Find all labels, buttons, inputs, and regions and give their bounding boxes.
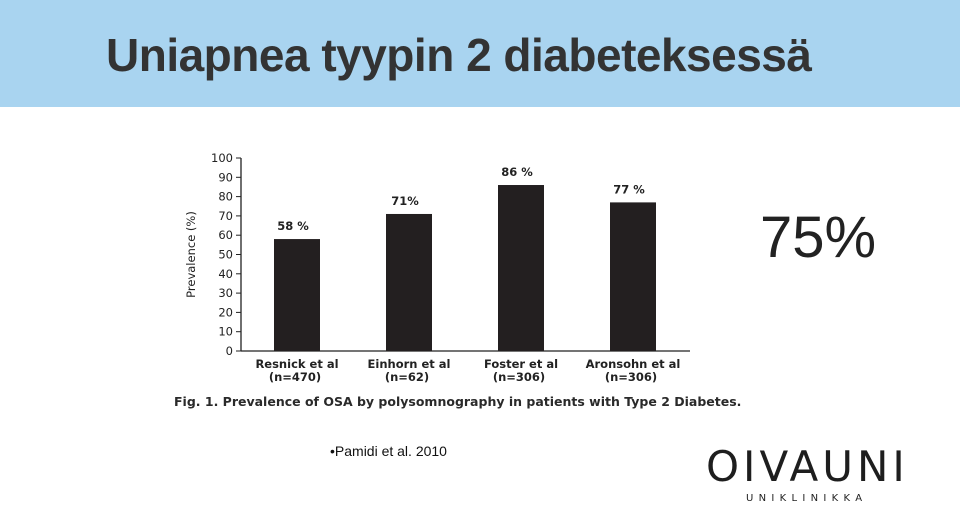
- slide-title: Uniapnea tyypin 2 diabeteksessä: [106, 29, 812, 81]
- x-category-label: Aronsohn et al: [586, 357, 681, 371]
- x-category-n: (n=306): [605, 370, 657, 384]
- data-label: 71%: [391, 194, 419, 208]
- x-category-label: Einhorn et al: [368, 357, 451, 371]
- x-category-n: (n=306): [493, 370, 545, 384]
- y-tick-label: 20: [218, 305, 233, 319]
- x-category-n: (n=470): [269, 370, 321, 384]
- y-tick-label: 50: [218, 248, 233, 262]
- bar: [274, 239, 320, 351]
- x-category-label: Resnick et al: [255, 357, 338, 371]
- logo-wordmark: OIVAUNI: [706, 442, 909, 491]
- citation: •Pamidi et al. 2010: [330, 443, 447, 459]
- y-tick-label: 0: [226, 344, 233, 358]
- bar: [610, 202, 656, 351]
- data-label: 58 %: [277, 219, 309, 233]
- summary-statistic: 75%: [760, 205, 877, 270]
- title-bar: Uniapnea tyypin 2 diabeteksessä: [0, 0, 960, 107]
- bar: [386, 213, 432, 351]
- y-tick-label: 10: [218, 325, 233, 339]
- logo-subtitle: UNIKLINIKKA: [746, 493, 868, 504]
- y-tick-label: 70: [218, 209, 233, 223]
- y-tick-label: 60: [218, 228, 233, 242]
- data-label: 77 %: [613, 182, 645, 196]
- data-label: 86 %: [501, 165, 533, 179]
- y-tick-label: 30: [218, 286, 233, 300]
- bar: [498, 185, 544, 351]
- y-tick-label: 90: [218, 170, 233, 184]
- y-axis-label: Prevalence (%): [184, 211, 198, 298]
- x-category-n: (n=62): [385, 370, 429, 384]
- y-tick-label: 100: [211, 151, 233, 165]
- x-category-label: Foster et al: [484, 357, 558, 371]
- figure-caption: Fig. 1. Prevalence of OSA by polysomnogr…: [174, 394, 742, 409]
- y-tick-label: 40: [218, 267, 233, 281]
- y-tick-label: 80: [218, 190, 233, 204]
